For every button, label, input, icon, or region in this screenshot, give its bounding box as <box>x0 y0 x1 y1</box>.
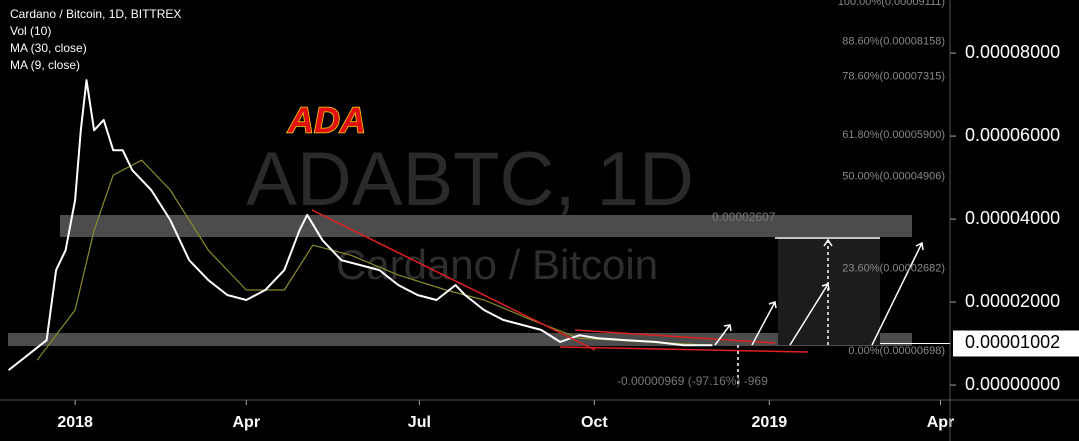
y-tick-label: 0.00004000 <box>965 208 1060 228</box>
y-tick-label: 0.00006000 <box>965 125 1060 145</box>
fib-label: 0.00%(0.00000698) <box>848 345 945 357</box>
fib-label: 50.00%(0.00004906) <box>842 170 945 182</box>
watermark: ADABTC, 1D <box>246 137 694 222</box>
indicator: MA (9, close) <box>10 58 80 72</box>
y-tick-label: 0.00008000 <box>965 42 1060 62</box>
indicator: Vol (10) <box>10 24 51 38</box>
arrows <box>714 237 924 384</box>
y-tick-label: 0.00002000 <box>965 291 1060 311</box>
zone <box>778 238 880 345</box>
fib-label: 100.00%(0.00009111) <box>838 0 945 8</box>
x-tick-label: Apr <box>927 414 955 431</box>
x-tick-label: 2019 <box>752 414 788 431</box>
series-line <box>7 79 713 371</box>
indicator: MA (30, close) <box>10 41 87 55</box>
x-tick-label: 2018 <box>57 414 93 431</box>
annotation: 0.00002607 <box>712 210 776 224</box>
y-tick-label: 0.00000000 <box>965 374 1060 394</box>
fib-label: 61.80%(0.00005900) <box>842 129 945 141</box>
annotation: -0.00000969 (-97.16%) -969 <box>617 374 768 388</box>
x-tick-label: Jul <box>408 414 431 431</box>
fib-label: 23.60%(0.00002682) <box>842 263 945 275</box>
watermark: Cardano / Bitcoin <box>336 241 658 288</box>
chart-title: Cardano / Bitcoin, 1D, BITTREX <box>10 7 181 21</box>
x-tick-label: Oct <box>581 414 608 431</box>
x-tick-label: Apr <box>233 414 261 431</box>
trend-line <box>574 329 776 344</box>
annotation: ADA <box>287 100 366 141</box>
trend-line <box>311 209 596 351</box>
zone <box>8 333 912 346</box>
fib-label: 78.60%(0.00007315) <box>842 70 945 82</box>
price-label: 0.00001002 <box>965 332 1060 352</box>
trend-line <box>559 346 809 353</box>
fib-label: 88.60%(0.00008158) <box>842 35 945 47</box>
zone <box>60 215 912 237</box>
price-box <box>953 330 1079 357</box>
